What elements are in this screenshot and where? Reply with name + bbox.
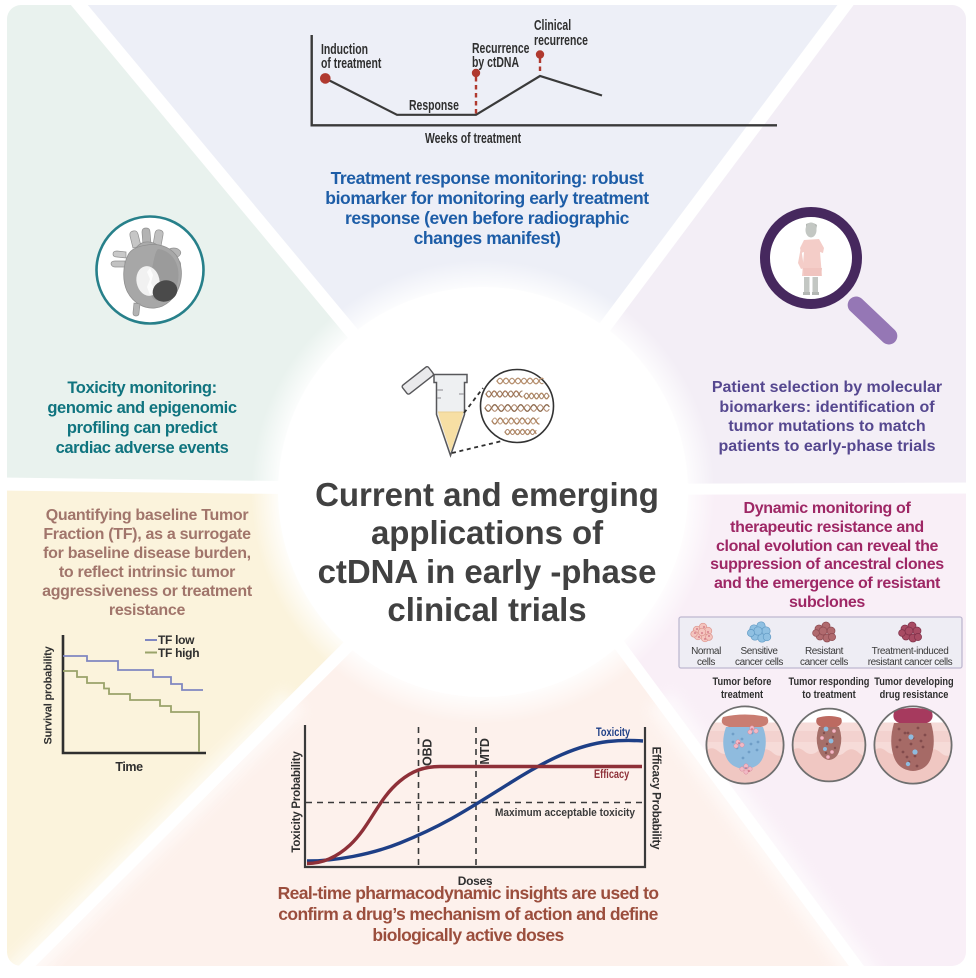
svg-text:MTD: MTD	[478, 738, 492, 764]
svg-text:Efficacy Probability: Efficacy Probability	[650, 747, 662, 851]
svg-text:Survival probability: Survival probability	[43, 645, 55, 744]
svg-text:Toxicity Probability: Toxicity Probability	[291, 751, 303, 853]
svg-text:OBD: OBD	[421, 739, 435, 766]
